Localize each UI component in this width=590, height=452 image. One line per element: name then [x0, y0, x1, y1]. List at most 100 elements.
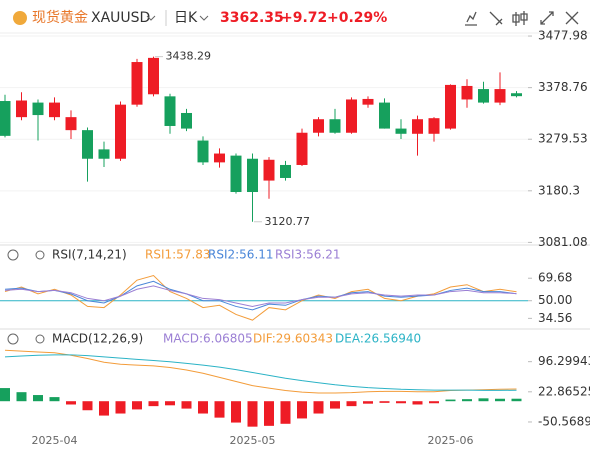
y-tick-label: 3279.53: [538, 132, 588, 146]
line: [4, 349, 517, 394]
histogram-bar: [346, 401, 357, 407]
candle-body: [98, 149, 110, 159]
draw-icon[interactable]: [489, 11, 503, 26]
y-tick-label: 3081.08: [538, 235, 588, 249]
indicator-icon[interactable]: [465, 11, 477, 26]
visibility-icon[interactable]: [7, 333, 19, 345]
histogram-bar: [495, 398, 505, 402]
histogram-bar: [429, 401, 439, 404]
histogram-bar: [214, 401, 225, 418]
histogram-bar: [396, 401, 406, 404]
histogram-bar: [16, 392, 27, 402]
legend-entry: DIF:29.60343: [253, 332, 333, 346]
histogram-bar: [297, 401, 307, 419]
candle-body: [230, 155, 242, 193]
gold-icon: [13, 11, 27, 25]
low-annotation: 3120.77: [265, 215, 311, 228]
candle-body: [280, 164, 291, 178]
legend-entry: RSI3:56.21: [275, 248, 341, 262]
legend-entry: RSI2:56.11: [208, 248, 274, 262]
candle-body: [494, 89, 506, 103]
y-tick-label: 34.56: [538, 311, 572, 325]
candle-body: [412, 119, 423, 134]
line: [4, 354, 517, 391]
histogram-bar: [478, 398, 489, 402]
instrument-name[interactable]: 现货黄金: [32, 9, 88, 26]
close-icon[interactable]: [565, 11, 579, 25]
candle-body: [296, 132, 308, 165]
change-percent: +0.29%: [327, 10, 387, 26]
histogram-bar: [198, 401, 208, 414]
legend-entry: MACD:6.06805: [163, 332, 253, 346]
candle-body: [395, 128, 407, 134]
histogram-bar: [379, 401, 390, 403]
histogram-bar: [82, 401, 93, 411]
candle-body: [131, 62, 143, 105]
high-annotation: 3438.29: [166, 50, 212, 63]
histogram-bar: [363, 401, 373, 404]
histogram-bar: [247, 401, 258, 427]
histogram-bar: [148, 401, 159, 407]
y-tick-label: -50.56892: [538, 414, 590, 428]
candle-icon[interactable]: [512, 11, 528, 26]
candle-body: [0, 101, 11, 136]
y-tick-label: 50.00: [538, 293, 572, 307]
candle-body: [115, 104, 126, 159]
settings-icon[interactable]: [35, 250, 45, 260]
candle-body: [16, 100, 27, 118]
histogram-bar: [462, 399, 472, 402]
candle-body: [247, 158, 258, 193]
histogram-bar: [33, 395, 43, 402]
histogram-bar: [49, 397, 60, 402]
candle-body: [263, 159, 275, 181]
indicator-title: MACD(12,26,9): [52, 332, 143, 346]
settings-icon[interactable]: [35, 334, 45, 344]
candle-body: [313, 119, 324, 133]
candle-body: [181, 112, 192, 129]
histogram-bar: [0, 388, 10, 402]
candle-body: [49, 102, 60, 118]
fullscreen-icon[interactable]: [540, 11, 554, 25]
visibility-icon[interactable]: [7, 249, 19, 261]
histogram-bar: [231, 401, 241, 423]
histogram-bar: [313, 401, 324, 414]
symbol[interactable]: XAUUSD: [91, 10, 150, 26]
line: [4, 275, 517, 321]
legend-entry: RSI1:57.83: [145, 248, 211, 262]
y-tick-label: 22.86525: [538, 384, 590, 398]
candle-body: [362, 98, 374, 105]
legend-entry: DEA:26.56940: [335, 332, 421, 346]
histogram-bar: [165, 401, 175, 406]
histogram-bar: [132, 401, 142, 410]
x-tick-label: 2025-05: [230, 434, 276, 447]
y-tick-label: 3378.76: [538, 80, 588, 94]
histogram-bar: [181, 401, 192, 409]
candle-body: [461, 85, 473, 100]
y-tick-label: 69.68: [538, 271, 572, 285]
histogram-bar: [511, 398, 522, 402]
period[interactable]: 日K: [174, 10, 198, 26]
candle-body: [379, 102, 390, 129]
candle-body: [82, 130, 93, 159]
line: [4, 285, 517, 307]
x-tick-label: 2025-06: [428, 434, 474, 447]
candle-body: [164, 96, 176, 126]
candle-body: [65, 117, 77, 131]
histogram-bar: [66, 401, 76, 405]
dropdown-icon[interactable]: [199, 15, 209, 21]
histogram-bar: [412, 401, 423, 405]
x-tick-label: 2025-04: [32, 434, 78, 447]
change: +9.72: [281, 10, 327, 26]
candle-body: [478, 89, 489, 103]
histogram-bar: [280, 401, 291, 424]
dropdown-icon[interactable]: [146, 15, 156, 21]
candle-body: [148, 57, 159, 95]
candle-body: [329, 119, 341, 133]
histogram-bar: [99, 401, 109, 416]
y-tick-label: 96.29943: [538, 354, 590, 368]
histogram-bar: [264, 401, 274, 426]
candle-body: [511, 93, 522, 97]
y-tick-label: 3180.3: [538, 183, 580, 197]
